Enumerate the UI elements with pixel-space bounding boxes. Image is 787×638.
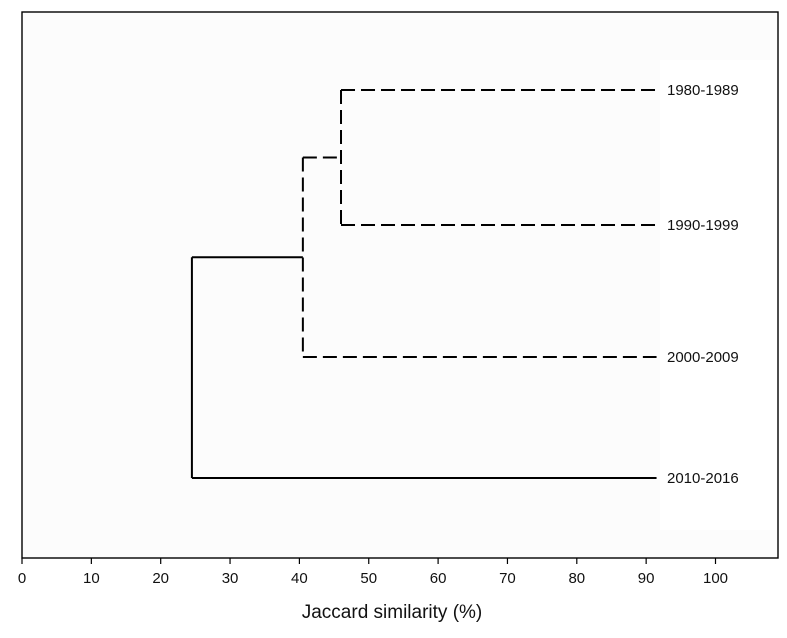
x-tick-label: 100 xyxy=(703,570,728,587)
plot-background xyxy=(22,12,778,558)
x-axis-title: Jaccard similarity (%) xyxy=(302,602,483,623)
x-tick-label: 50 xyxy=(360,570,377,587)
x-tick-label: 70 xyxy=(499,570,516,587)
label-background xyxy=(660,60,778,530)
x-tick-label: 90 xyxy=(638,570,655,587)
leaf-labels: 1980-1989 1990-1999 2000-2009 2010-2016 xyxy=(667,82,739,487)
x-axis-ticks: 0 10 20 30 40 50 60 70 80 90 100 xyxy=(18,558,728,587)
plot-frame xyxy=(21,11,779,559)
x-tick-label: 60 xyxy=(430,570,447,587)
x-tick-label: 80 xyxy=(568,570,585,587)
x-tick-label: 30 xyxy=(222,570,239,587)
x-tick-label: 0 xyxy=(18,570,26,587)
leaf-label: 2010-2016 xyxy=(667,470,739,487)
leaf-label: 1990-1999 xyxy=(667,217,739,234)
leaf-label: 2000-2009 xyxy=(667,349,739,366)
x-tick-label: 20 xyxy=(152,570,169,587)
leaf-label: 1980-1989 xyxy=(667,82,739,99)
x-tick-label: 40 xyxy=(291,570,308,587)
dendrogram-branches xyxy=(190,89,657,479)
x-tick-label: 10 xyxy=(83,570,100,587)
